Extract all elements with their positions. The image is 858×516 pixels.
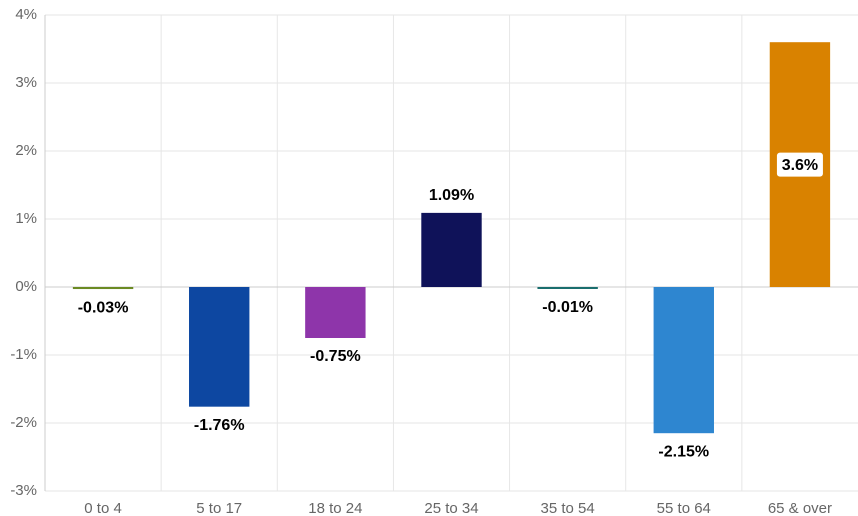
value-label: 1.09% [429, 187, 474, 204]
value-label: -0.01% [542, 299, 593, 316]
y-tick-label: -2% [10, 414, 37, 431]
value-label: -0.75% [310, 348, 361, 365]
bar [653, 287, 714, 434]
x-tick-label: 25 to 34 [424, 500, 478, 516]
value-label: -1.76% [194, 417, 245, 434]
y-tick-label: 2% [15, 142, 37, 159]
x-tick-label: 35 to 54 [541, 500, 595, 516]
label-box [776, 152, 823, 177]
value-label: 3.6% [782, 157, 818, 174]
x-tick-label: 18 to 24 [308, 500, 362, 516]
y-tick-label: 1% [15, 210, 37, 227]
y-tick-label: 4% [15, 6, 37, 23]
bar [72, 287, 134, 290]
value-label: -2.15% [658, 443, 709, 460]
bar [305, 287, 366, 338]
y-tick-label: 0% [15, 278, 37, 295]
y-tick-label: -1% [10, 346, 37, 363]
bar [537, 287, 598, 289]
value-label: -0.03% [78, 299, 129, 316]
x-tick-label: 5 to 17 [196, 500, 242, 516]
x-tick-label: 65 & over [768, 500, 832, 516]
bar [189, 287, 250, 407]
x-tick-label: 55 to 64 [657, 500, 711, 516]
x-tick-label: 0 to 4 [84, 500, 122, 516]
bar [421, 212, 482, 287]
y-tick-label: 3% [15, 74, 37, 91]
y-tick-label: -3% [10, 482, 37, 499]
